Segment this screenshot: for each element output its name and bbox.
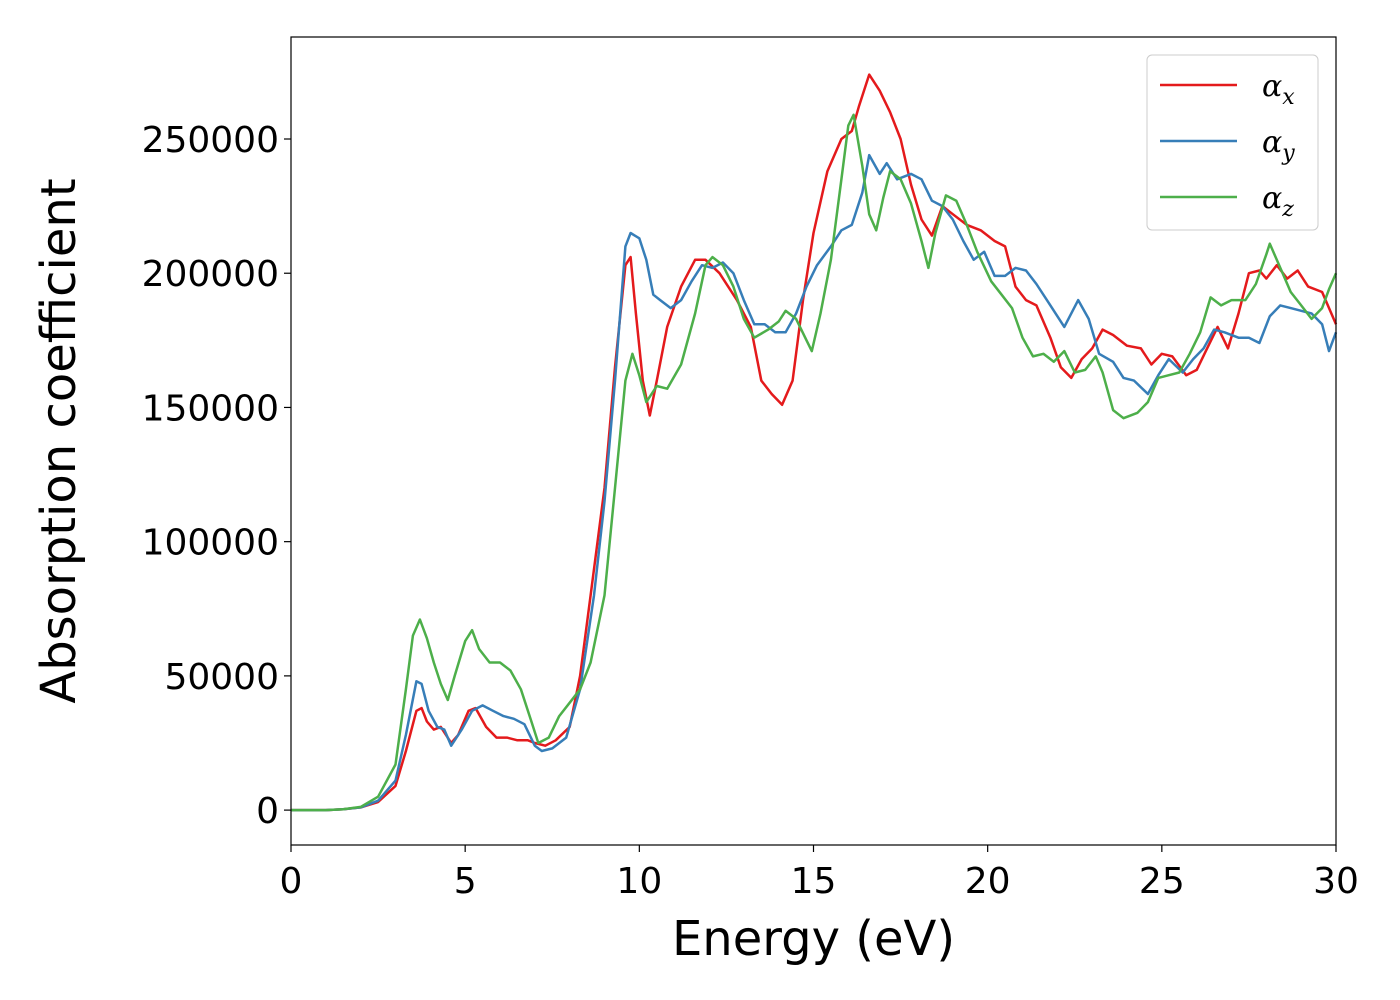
legend-label-y: αy — [1262, 125, 1295, 166]
y-tick-label: 150000 — [142, 388, 279, 429]
y-axis-ticks: 0 50000 100000 150000 200000 250000 — [142, 120, 291, 832]
legend-label-x: αx — [1262, 69, 1295, 110]
y-axis-label: Absorption coefficient — [31, 178, 87, 703]
series-line-y — [291, 153, 1338, 812]
y-tick-label: 0 — [256, 791, 279, 832]
x-tick-label: 10 — [616, 861, 662, 902]
y-tick-label: 200000 — [142, 254, 279, 295]
legend-label-subscript: y — [1281, 141, 1295, 166]
x-tick-label: 30 — [1313, 861, 1359, 902]
series-line-x — [291, 73, 1338, 812]
legend-label-base: α — [1262, 69, 1282, 104]
x-tick-label: 5 — [454, 861, 477, 902]
series-layer — [291, 73, 1338, 812]
x-axis-ticks: 0 5 10 15 20 25 30 — [280, 845, 1359, 902]
x-axis-label: Energy (eV) — [672, 911, 955, 967]
y-tick-label: 250000 — [142, 120, 279, 161]
x-tick-label: 25 — [1139, 861, 1185, 902]
x-tick-label: 20 — [965, 861, 1011, 902]
legend-box — [1146, 54, 1319, 231]
x-tick-label: 15 — [791, 861, 837, 902]
series-line-z — [291, 113, 1338, 812]
legend-label-z: αz — [1262, 181, 1294, 222]
x-tick-label: 0 — [280, 861, 303, 902]
legend-label-subscript: x — [1282, 85, 1295, 110]
y-tick-label: 100000 — [142, 523, 279, 564]
legend-label-base: α — [1262, 181, 1282, 216]
y-tick-label: 50000 — [164, 657, 279, 698]
legend-label-subscript: z — [1281, 197, 1294, 222]
legend-label-base: α — [1262, 125, 1282, 160]
